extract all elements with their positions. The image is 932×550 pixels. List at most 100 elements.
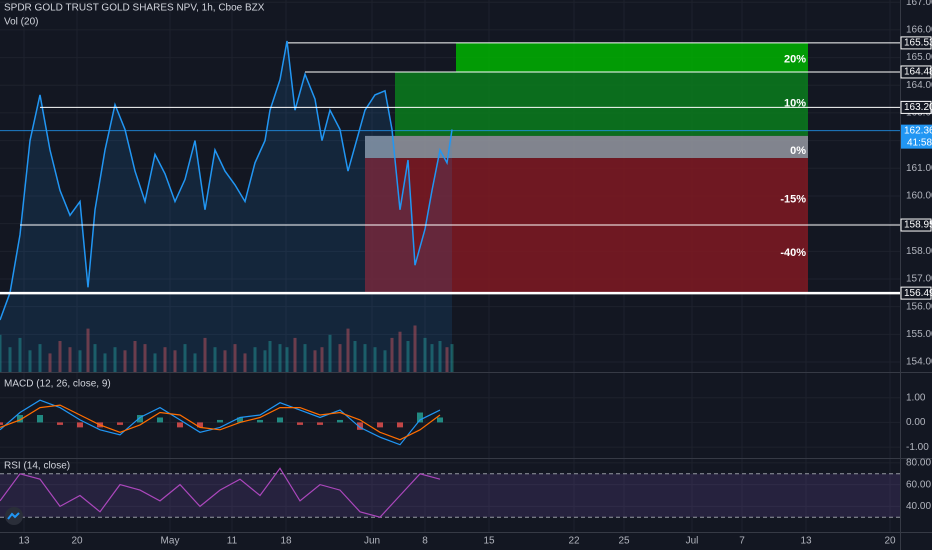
histogram-bar bbox=[317, 422, 323, 425]
y-tick-label: 1.00 bbox=[906, 392, 926, 403]
volume-bar bbox=[68, 347, 72, 372]
y-tick-label: 60.00 bbox=[906, 479, 931, 490]
indicator-line bbox=[0, 404, 441, 441]
y-tick-label: 161.00 bbox=[906, 163, 932, 174]
zone-annotation: 20% bbox=[784, 54, 806, 66]
zone bbox=[456, 42, 808, 72]
x-tick-label: 20 bbox=[71, 536, 83, 547]
volume-bar bbox=[423, 337, 427, 372]
zone-annotation: -15% bbox=[780, 194, 806, 206]
y-tick-label: 165.00 bbox=[906, 52, 932, 63]
volume-bar bbox=[346, 328, 350, 372]
histogram-bar bbox=[297, 422, 303, 425]
y-tick-label: 167.00 bbox=[906, 0, 932, 8]
y-tick-label: 80.00 bbox=[906, 458, 931, 469]
histogram-bar bbox=[197, 422, 203, 428]
zone bbox=[365, 158, 808, 294]
x-tick-label: 22 bbox=[568, 536, 580, 547]
volume-bar bbox=[213, 347, 217, 372]
x-tick-label: 15 bbox=[483, 536, 495, 547]
volume-bar bbox=[113, 347, 117, 372]
volume-bar bbox=[93, 344, 97, 372]
volume-bar bbox=[58, 341, 62, 372]
chart-title: SPDR GOLD TRUST GOLD SHARES NPV, 1h, Cbo… bbox=[4, 3, 265, 14]
volume-label: Vol (20) bbox=[4, 17, 38, 28]
histogram-bar bbox=[397, 422, 403, 428]
level-label-box bbox=[900, 36, 932, 50]
level-label: 156.49 bbox=[904, 288, 932, 299]
volume-bar bbox=[320, 347, 324, 372]
logo[interactable] bbox=[5, 507, 23, 525]
histogram-bar bbox=[17, 415, 23, 423]
y-tick-label: 160.00 bbox=[906, 191, 932, 202]
indicator-line bbox=[0, 399, 441, 446]
volume-bar bbox=[153, 353, 157, 372]
histogram-bar bbox=[37, 415, 43, 423]
volume-bar bbox=[28, 350, 32, 372]
x-tick-label: 7 bbox=[739, 536, 745, 547]
volume-bar bbox=[86, 328, 90, 372]
volume-bar bbox=[328, 334, 332, 372]
x-tick-label: May bbox=[161, 536, 180, 547]
zone-annotation: 0% bbox=[790, 145, 806, 157]
histogram-bar bbox=[437, 417, 443, 423]
level-label: 164.48 bbox=[904, 67, 932, 78]
x-tick-label: 13 bbox=[800, 536, 812, 547]
volume-bar bbox=[293, 337, 297, 372]
y-tick-label: 156.00 bbox=[906, 301, 932, 312]
zone bbox=[395, 71, 808, 136]
y-tick-label: 164.00 bbox=[906, 80, 932, 91]
histogram-bar bbox=[237, 417, 243, 423]
price-line bbox=[0, 40, 453, 321]
rsi-title: RSI (14, close) bbox=[4, 461, 70, 472]
histogram-bar bbox=[257, 419, 263, 423]
volume-bar bbox=[38, 344, 42, 372]
volume-bar bbox=[398, 331, 402, 372]
zone-annotation: 10% bbox=[784, 98, 806, 110]
volume-bar bbox=[0, 334, 2, 372]
volume-bar bbox=[183, 344, 187, 372]
histogram-bar bbox=[337, 419, 343, 423]
zone bbox=[365, 135, 808, 159]
level-label: 165.53 bbox=[904, 38, 932, 49]
histogram-bar bbox=[77, 422, 83, 428]
volume-bar bbox=[18, 337, 22, 372]
y-tick-label: 154.00 bbox=[906, 357, 932, 368]
volume-bar bbox=[383, 350, 387, 372]
volume-bar bbox=[313, 350, 317, 372]
volume-bar bbox=[103, 353, 107, 372]
y-tick-label: 40.00 bbox=[906, 501, 931, 512]
volume-bar bbox=[253, 347, 257, 372]
volume-bar bbox=[268, 341, 272, 372]
level-label: 163.20 bbox=[904, 102, 932, 113]
volume-bar bbox=[133, 341, 137, 372]
x-tick-label: 8 bbox=[422, 536, 428, 547]
level-label-box bbox=[900, 65, 932, 79]
logo-icon[interactable] bbox=[7, 512, 20, 520]
volume-bar bbox=[203, 337, 207, 372]
x-tick-label: Jun bbox=[364, 536, 380, 547]
y-tick-label: 158.00 bbox=[906, 246, 932, 257]
current-price-label: 162.36 bbox=[904, 125, 932, 136]
volume-bar bbox=[406, 341, 410, 372]
y-tick-label: -1.00 bbox=[906, 442, 929, 453]
x-tick-label: 20 bbox=[884, 536, 896, 547]
level-label-box bbox=[900, 100, 932, 114]
price-area bbox=[0, 41, 452, 372]
volume-bar bbox=[8, 347, 12, 372]
y-tick-label: 155.00 bbox=[906, 329, 932, 340]
volume-bar bbox=[390, 337, 394, 372]
y-tick-label: 0.00 bbox=[906, 417, 926, 428]
volume-bar bbox=[263, 350, 267, 372]
volume-bar bbox=[338, 344, 342, 372]
level-label-box bbox=[900, 286, 932, 300]
volume-bar bbox=[445, 347, 449, 372]
indicator-line bbox=[0, 467, 441, 518]
volume-bar bbox=[78, 350, 82, 372]
volume-bar bbox=[193, 353, 197, 372]
zone-annotation: -40% bbox=[780, 247, 806, 259]
volume-bar bbox=[353, 341, 357, 372]
volume-bar bbox=[450, 344, 454, 372]
x-tick-label: 13 bbox=[18, 536, 30, 547]
